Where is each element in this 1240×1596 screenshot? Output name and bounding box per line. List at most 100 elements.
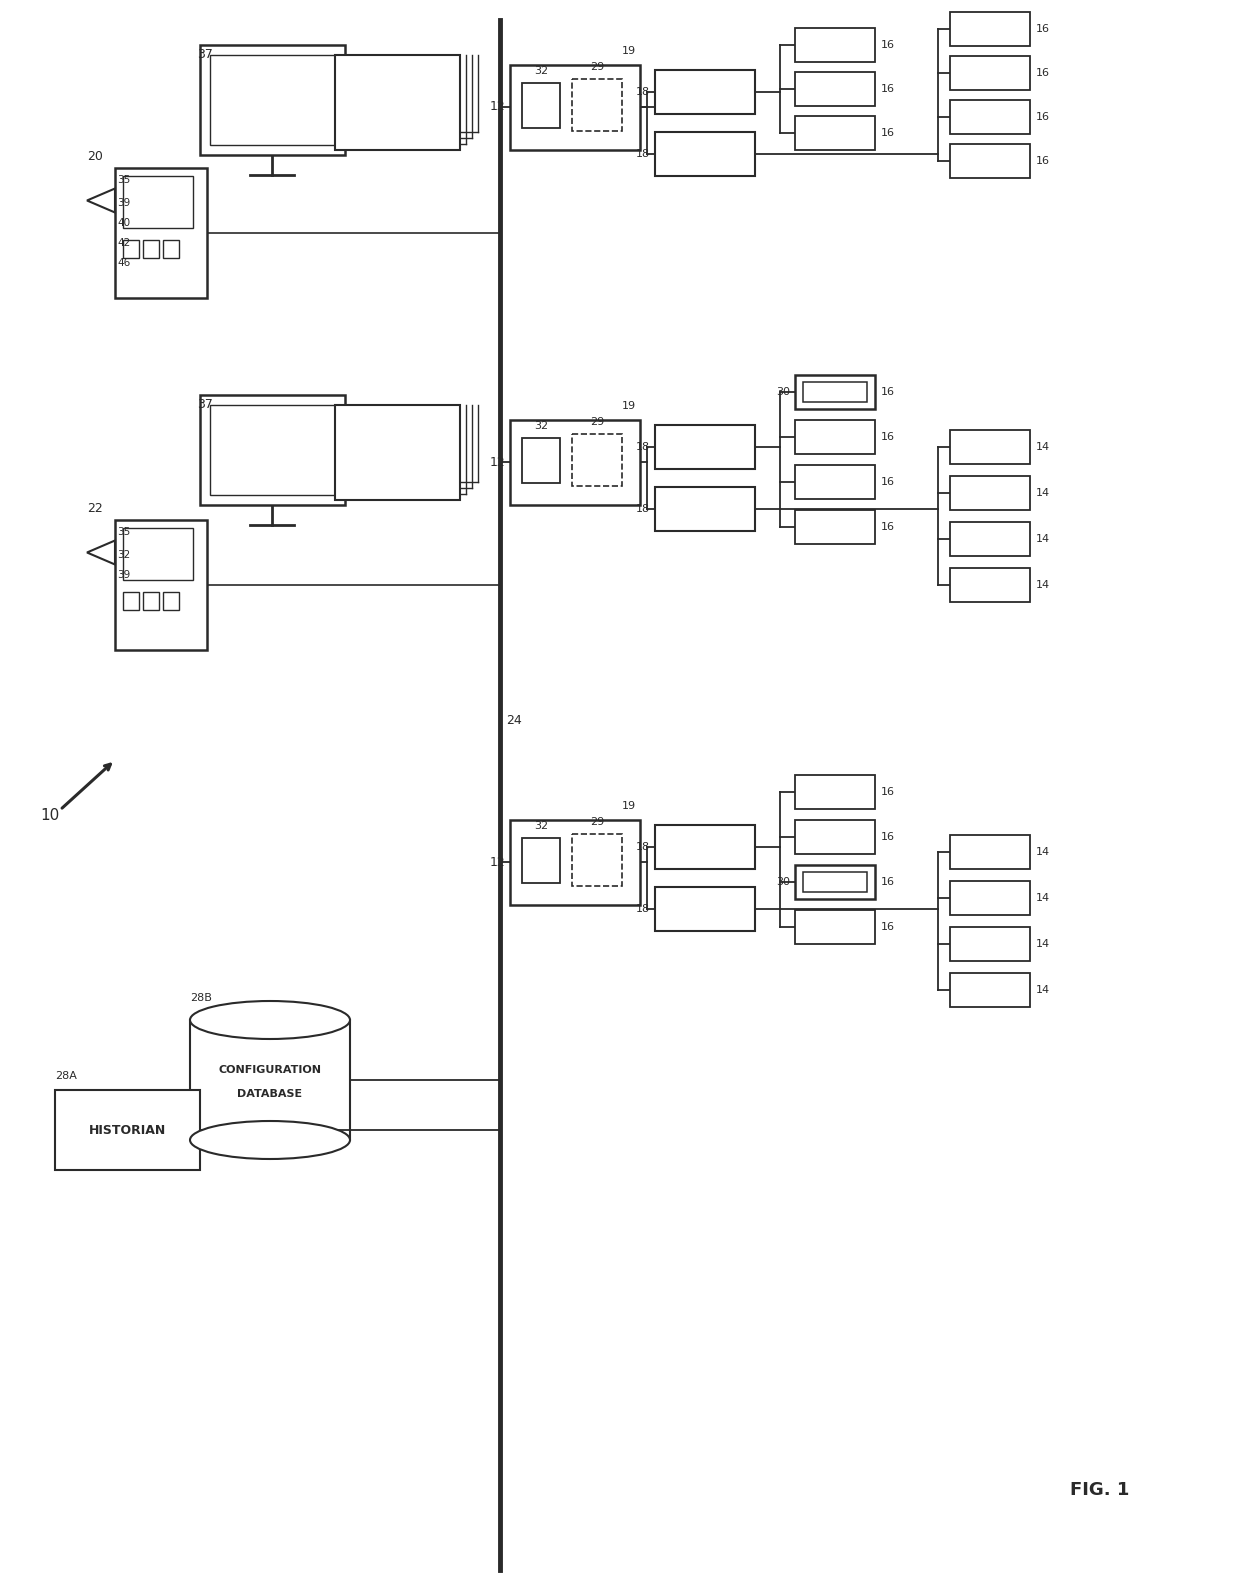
- Text: 39: 39: [117, 570, 130, 579]
- Text: 18: 18: [636, 843, 650, 852]
- Text: 16: 16: [880, 40, 895, 49]
- Text: 30: 30: [776, 876, 790, 887]
- Text: HISTORIAN: HISTORIAN: [88, 1124, 166, 1136]
- Bar: [572, 434, 622, 487]
- Text: 16: 16: [880, 85, 895, 94]
- Text: 35: 35: [117, 176, 130, 185]
- Text: 32: 32: [534, 65, 548, 77]
- Text: 19: 19: [622, 46, 636, 56]
- Text: 16: 16: [1035, 156, 1050, 166]
- Text: CONFIGURATION: CONFIGURATION: [218, 1065, 321, 1076]
- Bar: [510, 820, 640, 905]
- Bar: [522, 838, 560, 883]
- Text: 24: 24: [506, 713, 522, 726]
- Text: 14: 14: [1035, 488, 1050, 498]
- Bar: [572, 835, 622, 886]
- Text: 16: 16: [1035, 24, 1050, 34]
- Polygon shape: [87, 188, 115, 212]
- Bar: [522, 83, 560, 128]
- Bar: [950, 522, 1030, 555]
- Text: 12: 12: [490, 455, 506, 469]
- Text: 14: 14: [1035, 442, 1050, 452]
- Bar: [795, 910, 875, 943]
- Text: 16: 16: [1035, 112, 1050, 121]
- Text: 14: 14: [1035, 985, 1050, 994]
- Bar: [795, 865, 875, 899]
- Text: 29: 29: [590, 817, 604, 827]
- Text: 39: 39: [117, 198, 130, 207]
- Text: 16: 16: [880, 522, 895, 531]
- Text: 16: 16: [1035, 69, 1050, 78]
- Bar: [950, 429, 1030, 464]
- Bar: [804, 871, 867, 892]
- Text: 28B: 28B: [190, 993, 212, 1002]
- Text: 32: 32: [534, 421, 548, 431]
- Bar: [950, 881, 1030, 915]
- Bar: [795, 29, 875, 62]
- Text: 20: 20: [87, 150, 103, 163]
- Text: 14: 14: [1035, 894, 1050, 903]
- Text: 16: 16: [880, 477, 895, 487]
- Text: 22: 22: [87, 501, 103, 514]
- Bar: [210, 405, 335, 495]
- Bar: [795, 117, 875, 150]
- Bar: [950, 13, 1030, 46]
- Bar: [162, 239, 179, 257]
- Bar: [655, 70, 755, 113]
- Bar: [335, 405, 460, 500]
- Bar: [950, 56, 1030, 89]
- Bar: [200, 394, 345, 504]
- Text: 19: 19: [622, 401, 636, 412]
- Text: 14: 14: [1035, 535, 1050, 544]
- Bar: [210, 54, 335, 145]
- Text: 12: 12: [490, 101, 506, 113]
- Bar: [143, 239, 159, 257]
- Bar: [123, 239, 139, 257]
- Text: 16: 16: [880, 386, 895, 397]
- Text: 18: 18: [636, 903, 650, 915]
- Text: 16: 16: [880, 128, 895, 137]
- Bar: [795, 776, 875, 809]
- Text: 18: 18: [636, 442, 650, 452]
- Text: 16: 16: [880, 433, 895, 442]
- Bar: [950, 568, 1030, 602]
- Text: 32: 32: [534, 820, 548, 832]
- Text: 40: 40: [117, 219, 130, 228]
- Text: 12: 12: [490, 855, 506, 868]
- Bar: [143, 592, 159, 610]
- Text: 37: 37: [197, 399, 213, 412]
- Bar: [510, 65, 640, 150]
- Bar: [655, 487, 755, 531]
- Bar: [795, 72, 875, 105]
- Bar: [950, 144, 1030, 179]
- Bar: [950, 835, 1030, 868]
- Text: 18: 18: [636, 88, 650, 97]
- Text: 29: 29: [590, 417, 604, 428]
- Text: 35: 35: [117, 527, 130, 536]
- Bar: [123, 528, 193, 579]
- Bar: [795, 420, 875, 453]
- Text: DATABASE: DATABASE: [237, 1088, 303, 1100]
- Bar: [950, 927, 1030, 961]
- Text: 18: 18: [636, 148, 650, 160]
- Bar: [162, 592, 179, 610]
- Text: 19: 19: [622, 801, 636, 811]
- Polygon shape: [87, 541, 115, 565]
- Bar: [950, 476, 1030, 511]
- Text: 16: 16: [880, 832, 895, 843]
- Bar: [655, 887, 755, 930]
- Bar: [795, 464, 875, 500]
- Text: 16: 16: [880, 787, 895, 796]
- Bar: [655, 132, 755, 176]
- Ellipse shape: [190, 1120, 350, 1159]
- Text: 37: 37: [197, 48, 213, 62]
- Bar: [950, 974, 1030, 1007]
- Text: 46: 46: [117, 259, 130, 268]
- Bar: [55, 1090, 200, 1170]
- Bar: [655, 425, 755, 469]
- Bar: [115, 168, 207, 298]
- Bar: [522, 437, 560, 484]
- Text: 29: 29: [590, 62, 604, 72]
- Text: 14: 14: [1035, 938, 1050, 950]
- Bar: [804, 381, 867, 402]
